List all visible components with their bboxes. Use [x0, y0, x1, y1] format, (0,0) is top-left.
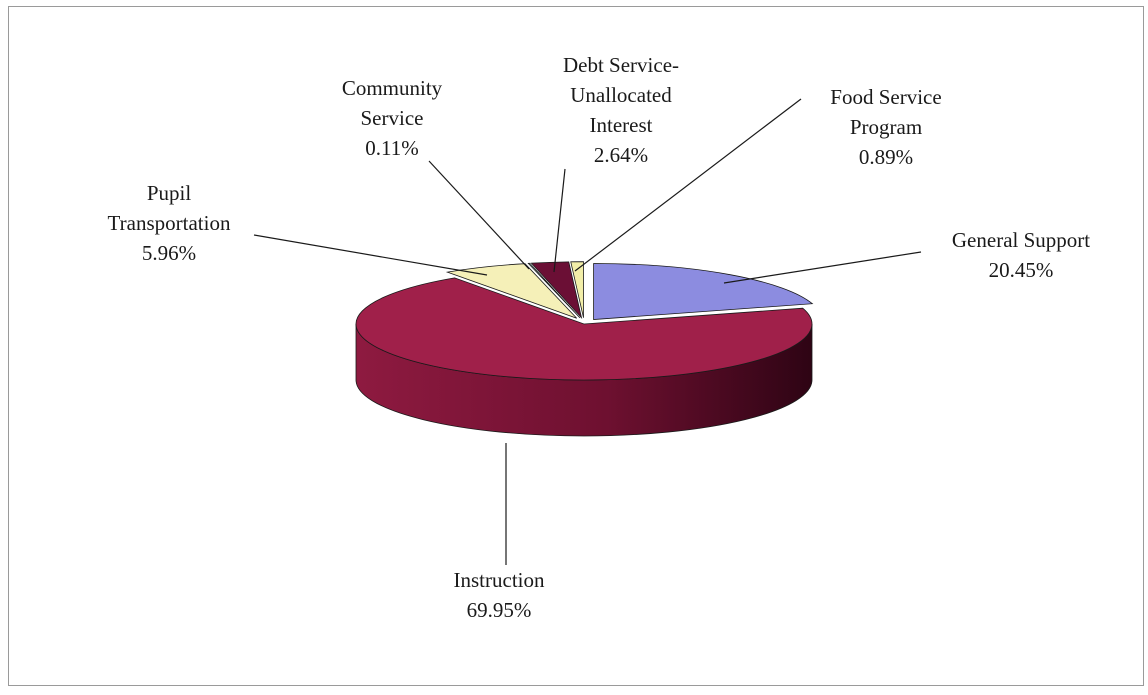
slice-debt-service-unallocated-interest: [530, 261, 583, 320]
data-label-value: 20.45%: [989, 258, 1054, 282]
data-label-community-service: Community Service 0.11%: [342, 76, 443, 160]
data-label-category: Unallocated: [570, 83, 672, 107]
chart-frame: General Support 20.45% Instruction 69.95% Pu…: [8, 6, 1144, 686]
data-label-pupil-transportation: Pupil Transportation 5.96%: [108, 181, 231, 265]
data-label-value: 2.64%: [594, 143, 648, 167]
data-label-value: 69.95%: [467, 598, 532, 622]
data-label-value: 5.96%: [142, 241, 196, 265]
slice-pupil-transportation: [445, 263, 578, 319]
data-label-category: Community: [342, 76, 443, 100]
data-label-category: Transportation: [108, 211, 231, 235]
leader-line-general-support: [723, 251, 922, 284]
data-label-category: Food Service: [830, 85, 941, 109]
leader-line-community-service: [428, 160, 530, 270]
data-label-food-service-program: Food Service Program 0.89%: [830, 85, 941, 169]
leader-line-food-service-program: [574, 98, 802, 272]
data-label-category: Program: [850, 115, 922, 139]
data-label-instruction: Instruction 69.95%: [454, 568, 545, 622]
slice-food-service-program: [570, 261, 584, 318]
data-label-value: 0.11%: [365, 136, 418, 160]
pie-chart: General Support 20.45% Instruction 69.95% Pu…: [108, 53, 1091, 622]
slice-general-support: [593, 263, 814, 320]
data-label-category: Debt Service-: [563, 53, 679, 77]
leader-line-debt-service-unallocated-interest: [553, 168, 566, 273]
data-label-general-support: General Support 20.45%: [952, 228, 1090, 282]
data-label-category: Interest: [590, 113, 653, 137]
data-label-category: General Support: [952, 228, 1090, 252]
data-label-category: Service: [361, 106, 424, 130]
data-label-value: 0.89%: [859, 145, 913, 169]
data-label-category: Pupil: [147, 181, 192, 205]
slice-instruction: [355, 277, 813, 381]
leader-line-pupil-transportation: [253, 234, 488, 276]
data-label-category: Instruction: [454, 568, 545, 592]
data-label-debt-service-unallocated-interest: Debt Service- Unallocated Interest 2.64%: [563, 53, 679, 167]
slice-community-service: [527, 262, 581, 319]
